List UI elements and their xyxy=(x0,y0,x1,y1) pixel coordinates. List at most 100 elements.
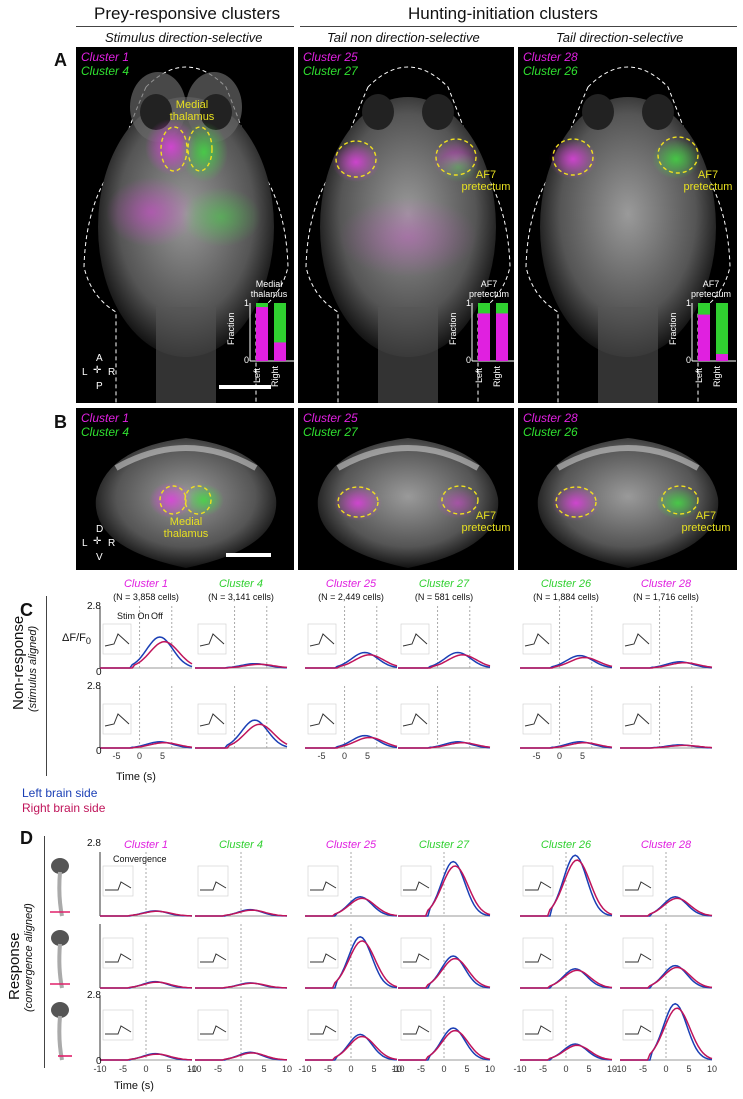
c-xtick-r2-c5-3: 5 xyxy=(580,751,585,761)
c-inset-r2-c3 xyxy=(307,703,337,735)
b1-region-label: Medial thalamus xyxy=(163,516,209,540)
d-inset-trace-r1-c4 xyxy=(403,881,430,891)
c-trace-left-r2-c1 xyxy=(100,741,193,749)
d-trace-right-r3-c4 xyxy=(398,1029,491,1061)
c-stim-on: Stim On xyxy=(117,611,150,621)
c-side-sublabel: (stimulus aligned) xyxy=(27,625,39,712)
c-inset-trace-r2-c3 xyxy=(309,713,335,727)
d-xtick-c2-5: 10 xyxy=(282,1064,292,1074)
d-inset-trace-r3-c6 xyxy=(625,1025,652,1035)
d-col-title-4: Cluster 27 xyxy=(418,839,470,851)
c-inset-r2-c6 xyxy=(622,703,652,735)
d-inset-r3-c5 xyxy=(522,1009,554,1041)
d-trace-right-r2-c4 xyxy=(398,957,491,989)
a2-fraction-inset xyxy=(471,303,514,362)
d-inset-r2-c4 xyxy=(400,937,432,969)
d-xtick-c2-1: -10 xyxy=(188,1064,201,1074)
orient-v: V xyxy=(96,552,103,563)
d-inset-trace-r1-c1 xyxy=(105,881,132,891)
c-inset-trace-r1-c3 xyxy=(309,633,335,647)
d-inset-trace-r1-c2 xyxy=(200,881,227,891)
d-trace-right-r1-c3 xyxy=(305,897,398,917)
c-xtick-r2-c5-1: -5 xyxy=(533,751,541,761)
d-inset-r3-c3 xyxy=(307,1009,339,1041)
c-col-n-6: (N = 1,716 cells) xyxy=(633,592,699,602)
c-col-n-1: (N = 3,858 cells) xyxy=(113,592,179,602)
c-trace-right-r1-c3 xyxy=(305,654,398,669)
d-trace-right-r2-c5 xyxy=(520,969,613,989)
d-inset-r2-c1 xyxy=(102,937,134,969)
d-xtick-c6-3: 0 xyxy=(663,1064,668,1074)
c-col-title-4: Cluster 27 xyxy=(418,578,470,590)
d-side-sublabel: (convergence aligned) xyxy=(23,903,35,1012)
d-trace-right-r1-c1 xyxy=(100,910,193,917)
d-xtick-c4-2: -5 xyxy=(417,1064,425,1074)
a1-inset-tick-1: 1 xyxy=(244,298,250,308)
c-inset-trace-r1-c6 xyxy=(624,633,650,647)
d-inset-r3-c4 xyxy=(400,1009,432,1041)
c-y0-bot: 0 xyxy=(96,746,102,757)
d-trace-right-r3-c1 xyxy=(100,1053,193,1061)
d-trace-right-r2-c1 xyxy=(100,981,193,989)
scale-bar xyxy=(219,385,271,389)
a2-inset-right: Right xyxy=(492,365,502,387)
c-col-n-3: (N = 2,449 cells) xyxy=(318,592,384,602)
d-trace-right-r3-c5 xyxy=(520,1044,613,1061)
brain-coronal-image-2 xyxy=(317,438,499,568)
c-trace-right-r2-c3 xyxy=(305,736,398,749)
d-inset-r3-c2 xyxy=(197,1009,229,1041)
orient-r: R xyxy=(108,367,116,378)
c-trace-right-r2-c2 xyxy=(195,723,288,749)
a1-cluster4-label: Cluster 4 xyxy=(81,64,130,78)
d-inset-r1-c2 xyxy=(197,865,229,897)
panel-letter-a: A xyxy=(54,50,67,70)
panel-a-col1: Cluster 1 Cluster 4 Medial thalamus Medi… xyxy=(76,47,294,403)
d-inset-trace-r1-c3 xyxy=(310,881,337,891)
d-inset-r1-c6 xyxy=(622,865,654,897)
d-xtick-c1-5: 10 xyxy=(187,1064,197,1074)
brain-dorsal-image-3 xyxy=(525,66,731,403)
a3-cluster28-label: Cluster 28 xyxy=(523,50,578,64)
panel-letter-d: D xyxy=(20,828,33,848)
a2-inset-left: Left xyxy=(474,367,484,383)
header-prey-responsive: Prey-responsive clusters xyxy=(94,4,281,23)
c-col-title-3: Cluster 25 xyxy=(325,578,377,590)
d-xtick-c4-3: 0 xyxy=(441,1064,446,1074)
orient-cross-b: ✛ xyxy=(93,536,102,547)
a2-inset-tick-0: 0 xyxy=(466,355,472,365)
c-xtick-r2-c1-1: -5 xyxy=(113,751,121,761)
a1-inset-right: Right xyxy=(270,365,280,387)
d-inset-trace-r2-c2 xyxy=(200,953,227,963)
c-inset-trace-r1-c1 xyxy=(104,633,130,647)
subheader-stimulus-ds: Stimulus direction-selective xyxy=(105,30,263,45)
d-trace-right-r3-c6 xyxy=(620,1007,713,1061)
d-trace-right-r3-c3 xyxy=(305,1035,398,1061)
c-col-title-1: Cluster 1 xyxy=(123,578,169,590)
c-off: Off xyxy=(151,611,163,621)
a1-region-label: Medial thalamus xyxy=(169,99,215,123)
d-inset-r2-c6 xyxy=(622,937,654,969)
c-trace-left-r1-c3 xyxy=(305,651,398,669)
c-xtick-r2-c3-3: 5 xyxy=(365,751,370,761)
d-xtick-c3-2: -5 xyxy=(324,1064,332,1074)
d-xtick-c6-2: -5 xyxy=(639,1064,647,1074)
d-y0: 0 xyxy=(96,1056,102,1067)
d-trace-left-r1-c6 xyxy=(620,896,713,917)
fish-icon-3 xyxy=(51,1002,72,1061)
c-inset-r2-c5 xyxy=(522,703,552,735)
a1-inset-title: Medial thalamus xyxy=(250,279,288,299)
d-inset-trace-r3-c5 xyxy=(525,1025,552,1035)
d-xtick-c4-4: 5 xyxy=(464,1064,469,1074)
d-inset-trace-r2-c5 xyxy=(525,953,552,963)
c-y0-top: 0 xyxy=(96,667,102,678)
panel-b-col3: Cluster 28 Cluster 26 AF7 pretectum xyxy=(518,408,737,570)
panel-letter-b: B xyxy=(54,412,67,432)
c-trace-left-r1-c4 xyxy=(398,651,491,669)
legend-right-brain: Right brain side xyxy=(22,801,106,815)
c-ymax-2: 2.8 xyxy=(87,681,101,692)
a2-cluster25-label: Cluster 25 xyxy=(303,50,358,64)
c-trace-left-r1-c6 xyxy=(620,661,713,669)
d-inset-r2-c3 xyxy=(307,937,339,969)
d-col-title-5: Cluster 26 xyxy=(540,839,592,851)
d-trace-left-r2-c5 xyxy=(520,968,613,989)
